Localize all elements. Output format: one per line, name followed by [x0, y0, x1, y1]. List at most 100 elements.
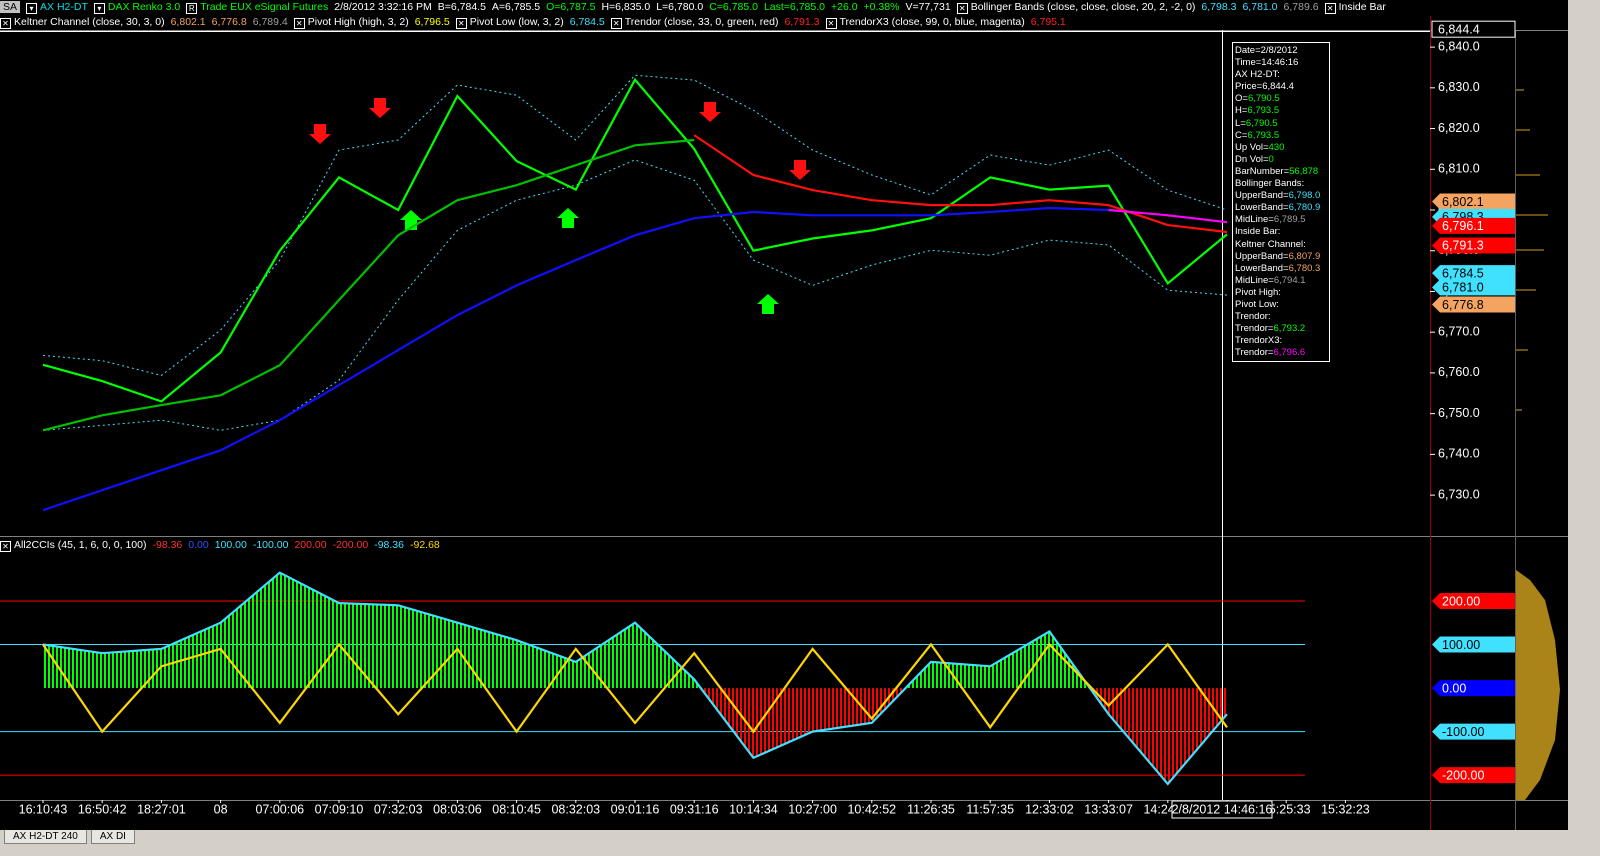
- study-name[interactable]: Pivot High (high, 3, 2): [307, 16, 409, 28]
- symbol-box[interactable]: SA: [0, 1, 21, 13]
- y-tick-label: 6,770.0: [1438, 324, 1480, 338]
- series-line: [42, 642, 1228, 734]
- info-label: Date=2/8/2012: [1235, 45, 1298, 56]
- tab[interactable]: AX H2-DT 240: [4, 830, 87, 844]
- info-line: Pivot High:: [1235, 287, 1327, 299]
- series-line: [1108, 208, 1228, 224]
- info-value: 6,790.5: [1245, 117, 1278, 129]
- price-tag-label: -100.00: [1442, 725, 1484, 739]
- study-name[interactable]: Pivot Low (low, 3, 2): [469, 16, 564, 28]
- info-label: O=: [1235, 93, 1248, 105]
- study-name[interactable]: Keltner Channel (close, 30, 3, 0): [14, 16, 165, 28]
- info-label: LowerBand=: [1235, 202, 1289, 214]
- price-tag-label: 6,784.5: [1442, 266, 1484, 280]
- study-name[interactable]: Inside Bar: [1338, 1, 1386, 13]
- study-value: 6,791.3: [784, 16, 820, 28]
- study-value: 6,796.5: [414, 16, 450, 28]
- info-line: AX H2-DT:: [1235, 69, 1327, 81]
- y-tick-label: 6,730.0: [1438, 487, 1480, 501]
- price-tag: [1432, 592, 1515, 609]
- scrollbar[interactable]: [1568, 0, 1600, 830]
- info-label: Inside Bar:: [1235, 226, 1281, 238]
- info-label: Dn Vol=: [1235, 153, 1269, 165]
- info-line: TrendorX3:: [1235, 335, 1327, 347]
- price-tag-label: 100.00: [1442, 638, 1480, 652]
- info-value: 430: [1268, 141, 1285, 153]
- study-name[interactable]: Bollinger Bands (close, close, close, 20…: [970, 1, 1196, 13]
- price-tag: [1432, 296, 1515, 313]
- info-line: Trendor=6,793.2: [1235, 323, 1327, 335]
- x-tick-label: 09:01:16: [611, 802, 660, 816]
- study-value: 6,789.4: [252, 16, 288, 28]
- info-value: 6,780.9: [1288, 202, 1321, 214]
- x-tick-label: 18:27:01: [137, 802, 186, 816]
- study-value: 6,781.0: [1242, 1, 1278, 13]
- y-tick-label: 6,830.0: [1438, 80, 1480, 94]
- symbol[interactable]: AX H2-DT: [40, 1, 88, 13]
- price-tag: [1432, 680, 1515, 697]
- info-label: H=: [1235, 105, 1248, 117]
- series-line: [42, 74, 1228, 376]
- tab[interactable]: AX DI: [90, 830, 135, 844]
- interval[interactable]: DAX Renko 3.0: [107, 1, 181, 13]
- x-tick-label: 08:10:45: [492, 802, 541, 816]
- price-tag: [1432, 767, 1515, 784]
- series-line: [42, 206, 1109, 512]
- info-line: LowerBand=6,780.3: [1235, 263, 1327, 275]
- x-tick-label: 15:32:23: [1321, 802, 1370, 816]
- info-value: 6,798.0: [1288, 190, 1321, 202]
- study-value: 6,795.1: [1030, 16, 1066, 28]
- study-name[interactable]: TrendorX3 (close, 99, 0, blue, magenta): [839, 16, 1025, 28]
- x-tick-label: 09:31:16: [670, 802, 719, 816]
- x-tick-label: 08: [214, 802, 228, 816]
- study-value: -92.68: [409, 539, 440, 551]
- quote: C=6,785.0: [709, 1, 758, 13]
- price-tag-label: -200.00: [1442, 768, 1484, 782]
- price-tag: [1432, 723, 1515, 740]
- price-tag: [1432, 217, 1515, 234]
- info-label: AX H2-DT:: [1235, 69, 1280, 81]
- study-name[interactable]: Trendor (close, 33, 0, green, red): [624, 16, 779, 28]
- chart-window: 6,730.0 6,740.0 6,750.0 6,760.0 6,770.0 6,780…: [0, 0, 1600, 830]
- price-tag: [1432, 279, 1515, 296]
- y-tick-label: 6,820.0: [1438, 121, 1480, 135]
- study-value: 200.00: [294, 539, 327, 551]
- last-price-box: [1431, 20, 1516, 38]
- info-line: BarNumber=56,878: [1235, 166, 1327, 178]
- study-value: 6,784.5: [569, 16, 605, 28]
- quote: V=77,731: [905, 1, 951, 13]
- info-line: Pivot Low:: [1235, 299, 1327, 311]
- info-line: MidLine=6,789.5: [1235, 214, 1327, 226]
- cursor-window: Date=2/8/2012 Time=14:46:16 AX H2-DT: Price…: [1232, 42, 1330, 363]
- x-tick-label: 16:50:42: [78, 802, 127, 816]
- price-tag: [1432, 636, 1515, 653]
- info-line: C=6,793.5: [1235, 130, 1327, 142]
- info-label: Bollinger Bands:: [1235, 178, 1305, 190]
- x-tick-label: 10:42:52: [847, 802, 896, 816]
- quote: +0.38%: [863, 1, 900, 13]
- info-line: Dn Vol=0: [1235, 154, 1327, 166]
- study-name[interactable]: All2CCIs (45, 1, 6, 0, 0, 100): [14, 539, 147, 551]
- info-value: 6,807.9: [1288, 250, 1321, 262]
- series-line: [42, 571, 1228, 786]
- last-price-label: 6,844.4: [1438, 22, 1480, 36]
- info-value: 6,793.2: [1273, 323, 1306, 335]
- volume-profile: [1516, 570, 1560, 800]
- info-label: Keltner Channel:: [1235, 238, 1306, 250]
- info-value: 56,878: [1289, 165, 1319, 177]
- price-tag: [1432, 193, 1515, 210]
- info-line: Time=14:46:16: [1235, 57, 1327, 69]
- quote: H=6,835.0: [601, 1, 651, 13]
- info-line: Up Vol=430: [1235, 142, 1327, 154]
- price-tag: [1432, 237, 1515, 254]
- cursor-time: 2/8/2012 14:46:16: [1172, 802, 1273, 816]
- info-line: Bollinger Bands:: [1235, 178, 1327, 190]
- study-value: -200.00: [332, 539, 369, 551]
- price-tag-label: 6,781.0: [1442, 281, 1484, 295]
- signal-arrows: [309, 98, 811, 314]
- study-value: -100.00: [252, 539, 289, 551]
- price-tag-label: 6,802.1: [1442, 195, 1484, 209]
- info-label: Trendor:: [1235, 311, 1271, 323]
- info-label: TrendorX3:: [1235, 335, 1283, 347]
- info-label: Pivot Low:: [1235, 298, 1279, 310]
